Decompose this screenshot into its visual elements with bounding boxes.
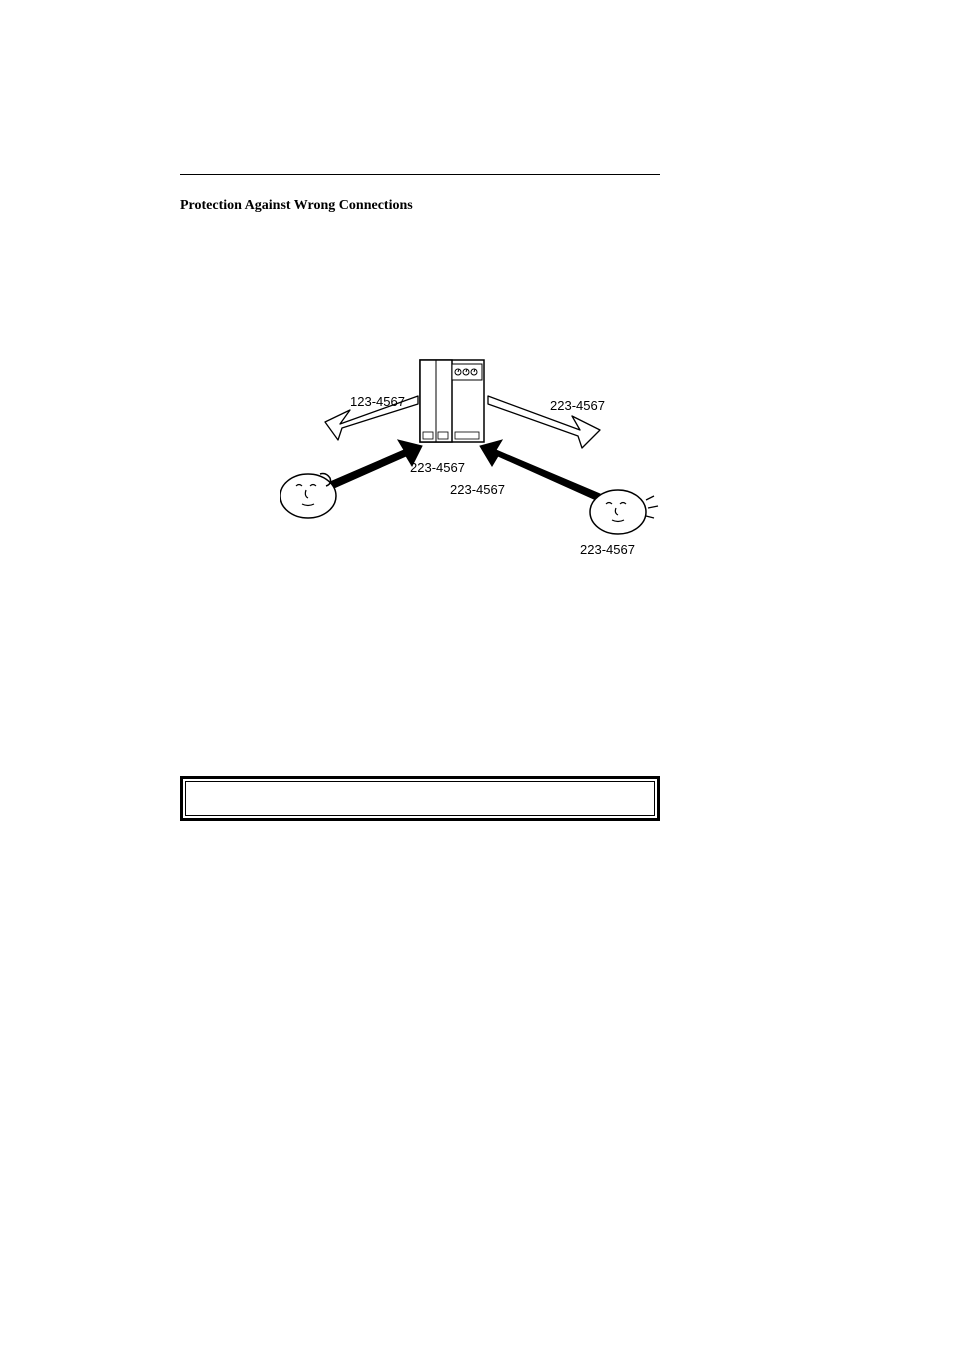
section-heading: Protection Against Wrong Connections bbox=[180, 198, 413, 214]
horizontal-rule bbox=[180, 174, 660, 175]
pbx-box-icon bbox=[420, 360, 484, 442]
dialed-number-left-label: 223-4567 bbox=[410, 460, 465, 475]
dialed-number-right-label: 223-4567 bbox=[450, 482, 505, 497]
right-number-label: 223-4567 bbox=[550, 398, 605, 413]
right-face-number-label: 223-4567 bbox=[580, 542, 635, 557]
caller-right-icon bbox=[590, 490, 658, 534]
note-box bbox=[180, 776, 660, 821]
arrow-incoming-left bbox=[330, 440, 422, 488]
caller-left-icon bbox=[280, 474, 336, 519]
callback-diagram: 123-4567 223-4567 223-4567 2 bbox=[280, 354, 680, 584]
left-number-label: 123-4567 bbox=[350, 394, 405, 409]
